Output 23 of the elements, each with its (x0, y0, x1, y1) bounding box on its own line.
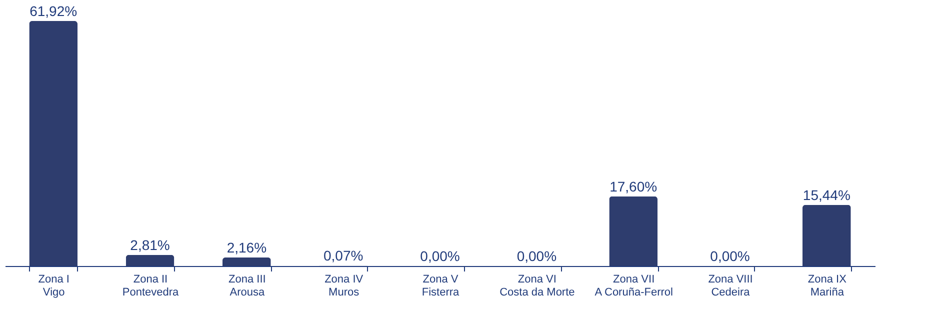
data-label: 0,07% (323, 248, 364, 264)
x-tick-label: Zona IX Mariña (808, 274, 848, 298)
data-label: 2,81% (130, 236, 170, 253)
x-tick-label: Zona V Fisterra (422, 274, 460, 298)
data-label: 0,00% (420, 248, 460, 264)
bar (29, 21, 78, 266)
data-label: 2,16% (226, 239, 267, 256)
bar (222, 257, 271, 266)
x-tick-label: Zona VII A Coruña-Ferrol (594, 274, 673, 298)
data-label: 61,92% (30, 3, 78, 19)
data-label: 17,60% (610, 178, 658, 194)
x-tick-label: Zona II Pontevedra (122, 274, 180, 298)
x-tick-label: Zona III Arousa (228, 274, 266, 298)
x-tick-label: Zona VI Costa da Morte (500, 274, 575, 298)
bar (609, 196, 658, 266)
data-label: 0,00% (516, 248, 557, 264)
data-label: 0,00% (710, 248, 750, 264)
bar (126, 254, 174, 266)
x-tick-label: Zona IV Muros (324, 274, 364, 298)
bar (802, 204, 851, 266)
x-tick-label: Zona VIII Cedeira (708, 274, 753, 298)
data-label: 15,44% (802, 186, 850, 203)
x-tick-label: Zona I Vigo (38, 274, 70, 298)
